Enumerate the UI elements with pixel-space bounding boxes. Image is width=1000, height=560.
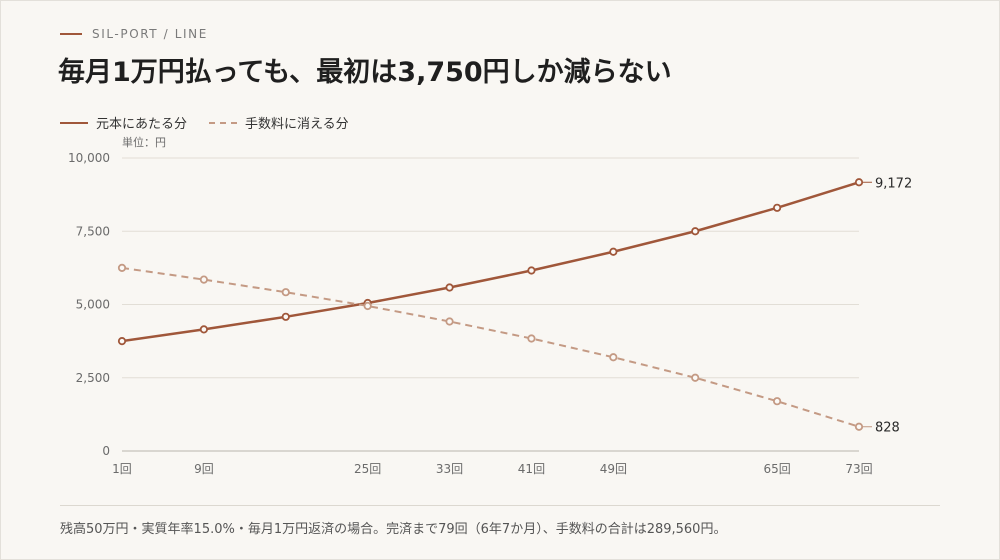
- data-point-principal: [445, 283, 454, 292]
- data-point-fee: [281, 288, 290, 297]
- end-label-fee: 828: [875, 421, 900, 436]
- x-tick-label: 33回: [436, 462, 463, 476]
- y-tick-label: 2,500: [76, 371, 110, 385]
- legend-label-principal: 元本にあたる分: [96, 117, 188, 132]
- data-point-fee: [363, 301, 372, 311]
- x-tick-label: 41回: [518, 462, 545, 476]
- x-tick-label: 65回: [763, 462, 790, 476]
- legend-item-principal: 元本にあたる分: [60, 113, 187, 132]
- data-point-fee: [773, 397, 782, 406]
- y-unit-label: 単位：円: [122, 135, 166, 149]
- x-tick-label: 1回: [112, 462, 132, 476]
- data-point-principal: [691, 227, 700, 236]
- y-tick-label: 7,500: [76, 224, 110, 238]
- legend-swatch-fee: [209, 121, 238, 124]
- data-point-fee: [199, 275, 208, 284]
- data-point-principal: [854, 178, 864, 187]
- legend-swatch-principal: [60, 121, 88, 124]
- series-line-fee: [121, 266, 860, 428]
- legend-item-fee: 手数料に消える分: [209, 113, 349, 132]
- chart-legend: 元本にあたる分 手数料に消える分: [60, 113, 371, 132]
- end-label-principal: 9,172: [875, 176, 912, 191]
- data-point-fee: [691, 373, 700, 382]
- x-tick-label: 49回: [600, 462, 627, 476]
- y-tick-label: 0: [102, 444, 110, 458]
- footer-divider: [60, 505, 940, 506]
- data-point-principal: [527, 266, 536, 275]
- legend-label-fee: 手数料に消える分: [245, 117, 349, 132]
- brand-header: SIL-PORT / LINE: [60, 27, 208, 41]
- data-point-principal: [117, 337, 127, 346]
- brand-label: SIL-PORT / LINE: [92, 27, 208, 41]
- data-point-fee: [445, 317, 454, 326]
- y-tick-label: 10,000: [68, 151, 110, 165]
- data-point-fee: [117, 263, 127, 272]
- x-tick-label: 9回: [194, 462, 214, 476]
- data-point-fee: [854, 422, 864, 431]
- data-point-principal: [199, 325, 208, 334]
- line-chart: 0 2,500 5,000 7,500 10,000 単位：円 1回 9回 25回 33回 41回 4…: [68, 135, 912, 476]
- x-tick-label: 25回: [354, 462, 381, 476]
- data-point-principal: [609, 247, 618, 256]
- data-point-principal: [281, 312, 290, 321]
- brand-accent-line: [60, 33, 82, 35]
- footnote: 残高50万円・実質年率15.0%・毎月1万円返済の場合。完済まで79回（6年7か…: [60, 522, 727, 537]
- x-tick-label: 73回: [845, 462, 872, 476]
- y-tick-label: 5,000: [76, 298, 110, 312]
- data-point-principal: [773, 203, 782, 212]
- data-point-fee: [609, 353, 618, 362]
- data-point-fee: [527, 334, 536, 343]
- chart-title: 毎月1万円払っても、最初は3,750円しか減らない: [58, 57, 672, 88]
- series-line-principal: [121, 181, 860, 343]
